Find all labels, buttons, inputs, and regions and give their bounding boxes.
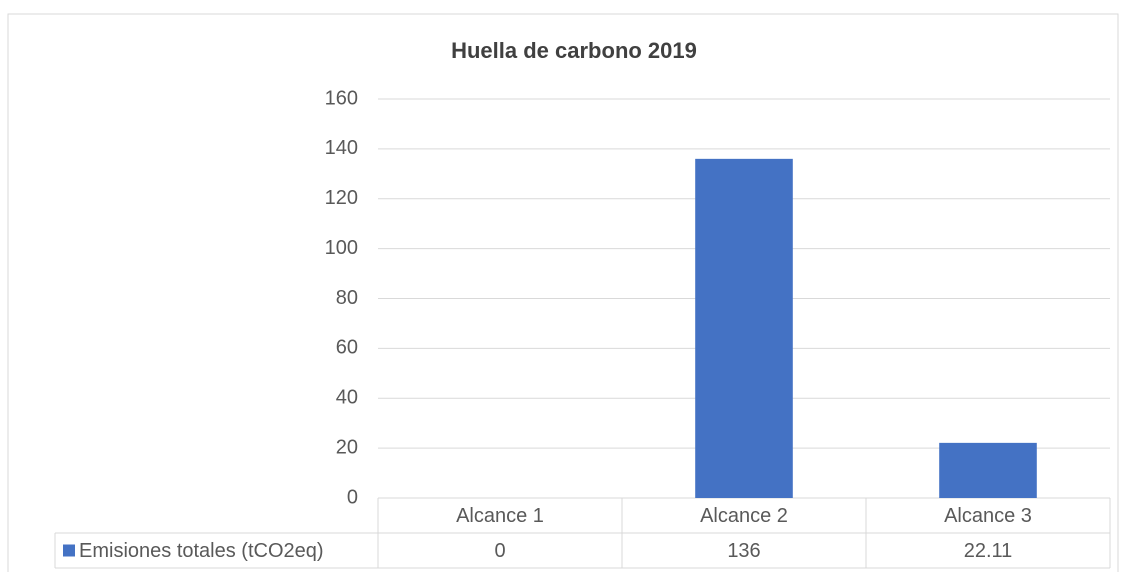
table-value: 0	[494, 540, 505, 562]
y-tick-label: 120	[325, 187, 358, 209]
y-tick-label: 80	[336, 287, 358, 309]
y-tick-label: 160	[325, 87, 358, 109]
chart-frame	[7, 13, 1119, 572]
table-value: 136	[727, 540, 760, 562]
y-tick-label: 100	[325, 237, 358, 259]
chart-title: Huella de carbono 2019	[451, 38, 697, 63]
y-tick-label: 0	[347, 486, 358, 508]
table-value: 22.11	[964, 540, 1013, 562]
x-tick-label: Alcance 2	[700, 505, 788, 527]
y-tick-label: 20	[336, 436, 358, 458]
y-tick-label: 60	[336, 337, 358, 359]
y-tick-label: 140	[325, 137, 358, 159]
y-tick-label: 40	[336, 387, 358, 409]
x-tick-label: Alcance 1	[456, 505, 544, 527]
bar	[695, 158, 793, 498]
bar	[939, 442, 1037, 498]
x-tick-label: Alcance 3	[944, 505, 1032, 527]
legend-key	[63, 544, 75, 557]
legend-label: Emisiones totales (tCO2eq)	[79, 540, 324, 562]
